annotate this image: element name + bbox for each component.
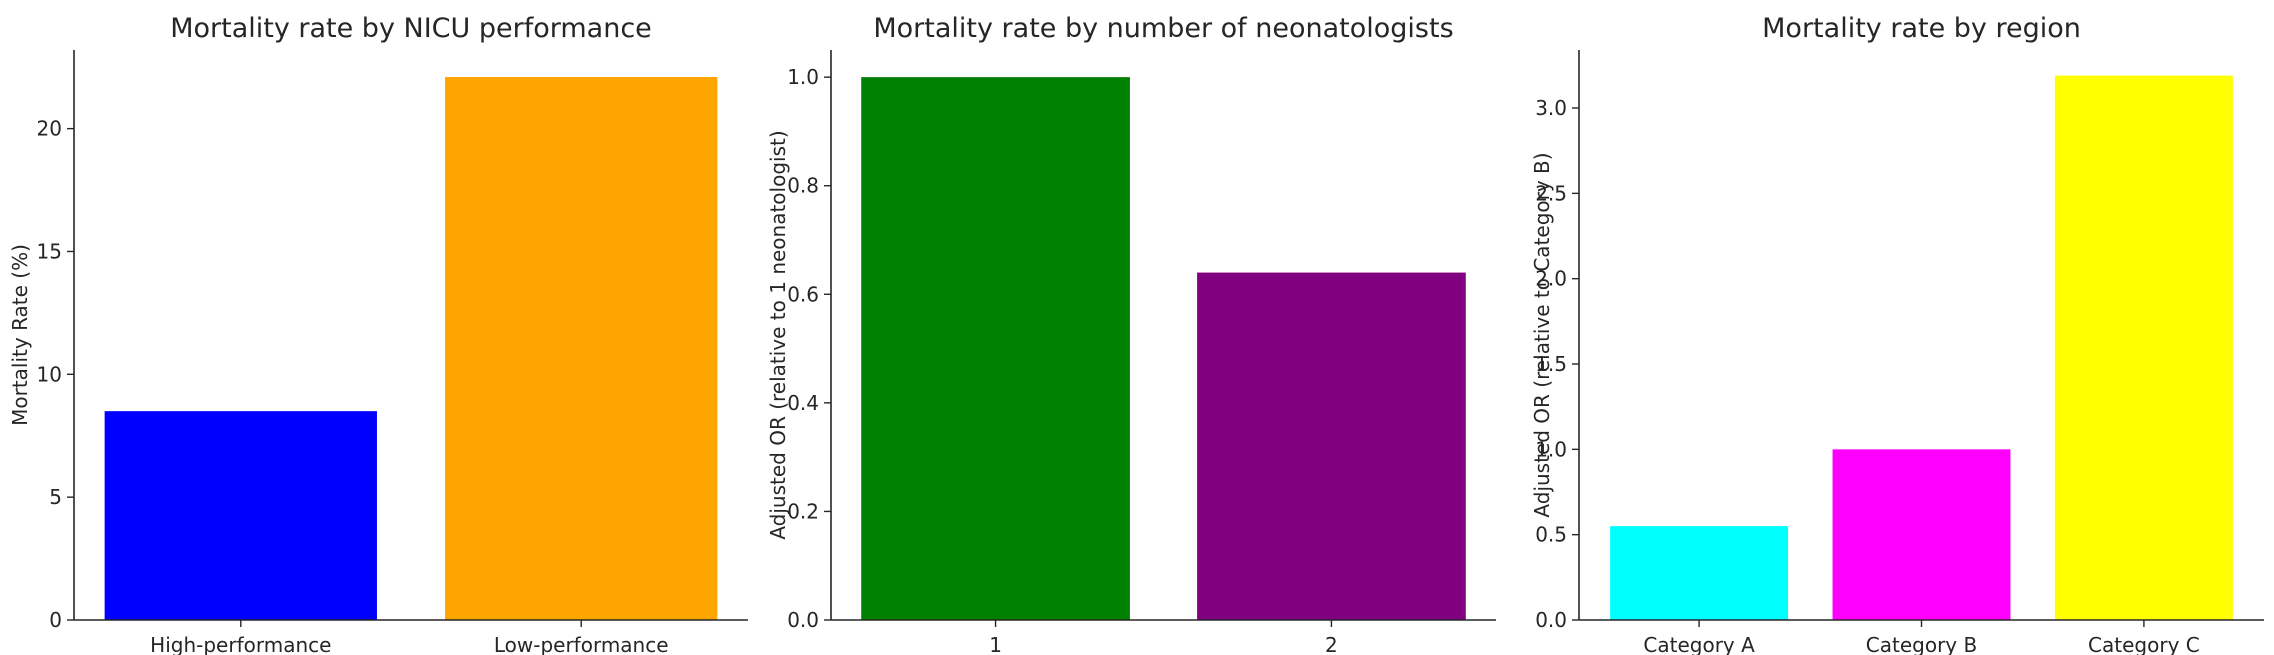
x-tick-label: Low-performance bbox=[494, 633, 669, 655]
bar-category-c bbox=[2054, 75, 2233, 620]
y-tick-label: 10 bbox=[37, 362, 62, 386]
bar-category-a bbox=[1610, 526, 1789, 620]
axes bbox=[1578, 50, 2264, 621]
x-tick-label: Category B bbox=[1866, 633, 1977, 655]
y-tick-label: 0.5 bbox=[1535, 523, 1567, 547]
y-tick-label: 1.0 bbox=[787, 65, 819, 89]
y-tick-label: 0.6 bbox=[787, 282, 819, 306]
chart-region: Mortality rate by region Adjusted OR (re… bbox=[1530, 13, 2264, 655]
bars bbox=[1610, 75, 2233, 620]
axes bbox=[830, 50, 1496, 621]
y-tick-label: 15 bbox=[37, 239, 62, 263]
y-tick-label: 20 bbox=[37, 117, 62, 141]
x-tick-label: 1 bbox=[989, 633, 1002, 655]
y-axis-label: Adjusted OR (relative to 1 neonatologist… bbox=[766, 130, 790, 539]
bar-low-performance bbox=[445, 77, 718, 620]
y-tick-label: 0.0 bbox=[787, 608, 819, 632]
x-ticks: Category A Category B Category C bbox=[1643, 620, 2200, 655]
y-tick-label: 1.5 bbox=[1535, 352, 1567, 376]
bar-1 bbox=[861, 77, 1130, 620]
y-tick-label: 1.0 bbox=[1535, 437, 1567, 461]
bar-high-performance bbox=[104, 411, 377, 620]
y-ticks: 0 5 10 15 20 bbox=[37, 117, 74, 632]
chart-neonatologists: Mortality rate by number of neonatologis… bbox=[766, 13, 1496, 655]
y-ticks: 0.0 0.2 0.4 0.6 0.8 1.0 bbox=[787, 65, 831, 632]
chart-title: Mortality rate by number of neonatologis… bbox=[873, 13, 1453, 44]
chart-nicu-performance: Mortality rate by NICU performance Morta… bbox=[8, 13, 748, 655]
x-tick-label: High-performance bbox=[150, 633, 331, 655]
x-tick-label: Category A bbox=[1643, 633, 1755, 655]
chart-title: Mortality rate by NICU performance bbox=[170, 13, 652, 44]
chart-title: Mortality rate by region bbox=[1762, 13, 2081, 44]
x-ticks: High-performance Low-performance bbox=[150, 620, 669, 655]
axes bbox=[73, 50, 748, 621]
y-tick-label: 0 bbox=[49, 608, 62, 632]
y-tick-label: 5 bbox=[49, 485, 62, 509]
y-tick-label: 3.0 bbox=[1535, 96, 1567, 120]
y-ticks: 0.0 0.5 1.0 1.5 2.0 2.5 3.0 bbox=[1535, 96, 1579, 632]
bars bbox=[861, 77, 1466, 620]
y-axis-label: Adjusted OR (relative to Category B) bbox=[1530, 152, 1554, 517]
y-tick-label: 0.0 bbox=[1535, 608, 1567, 632]
y-tick-label: 0.2 bbox=[787, 499, 819, 523]
y-tick-label: 0.4 bbox=[787, 391, 819, 415]
y-axis-label: Mortality Rate (%) bbox=[8, 244, 32, 426]
y-tick-label: 2.0 bbox=[1535, 267, 1567, 291]
bar-2 bbox=[1197, 272, 1466, 620]
bar-category-b bbox=[1832, 449, 2011, 620]
y-tick-label: 0.8 bbox=[787, 174, 819, 198]
x-tick-label: Category C bbox=[2088, 633, 2200, 655]
x-tick-label: 2 bbox=[1325, 633, 1338, 655]
bars bbox=[104, 77, 718, 620]
y-tick-label: 2.5 bbox=[1535, 181, 1567, 205]
